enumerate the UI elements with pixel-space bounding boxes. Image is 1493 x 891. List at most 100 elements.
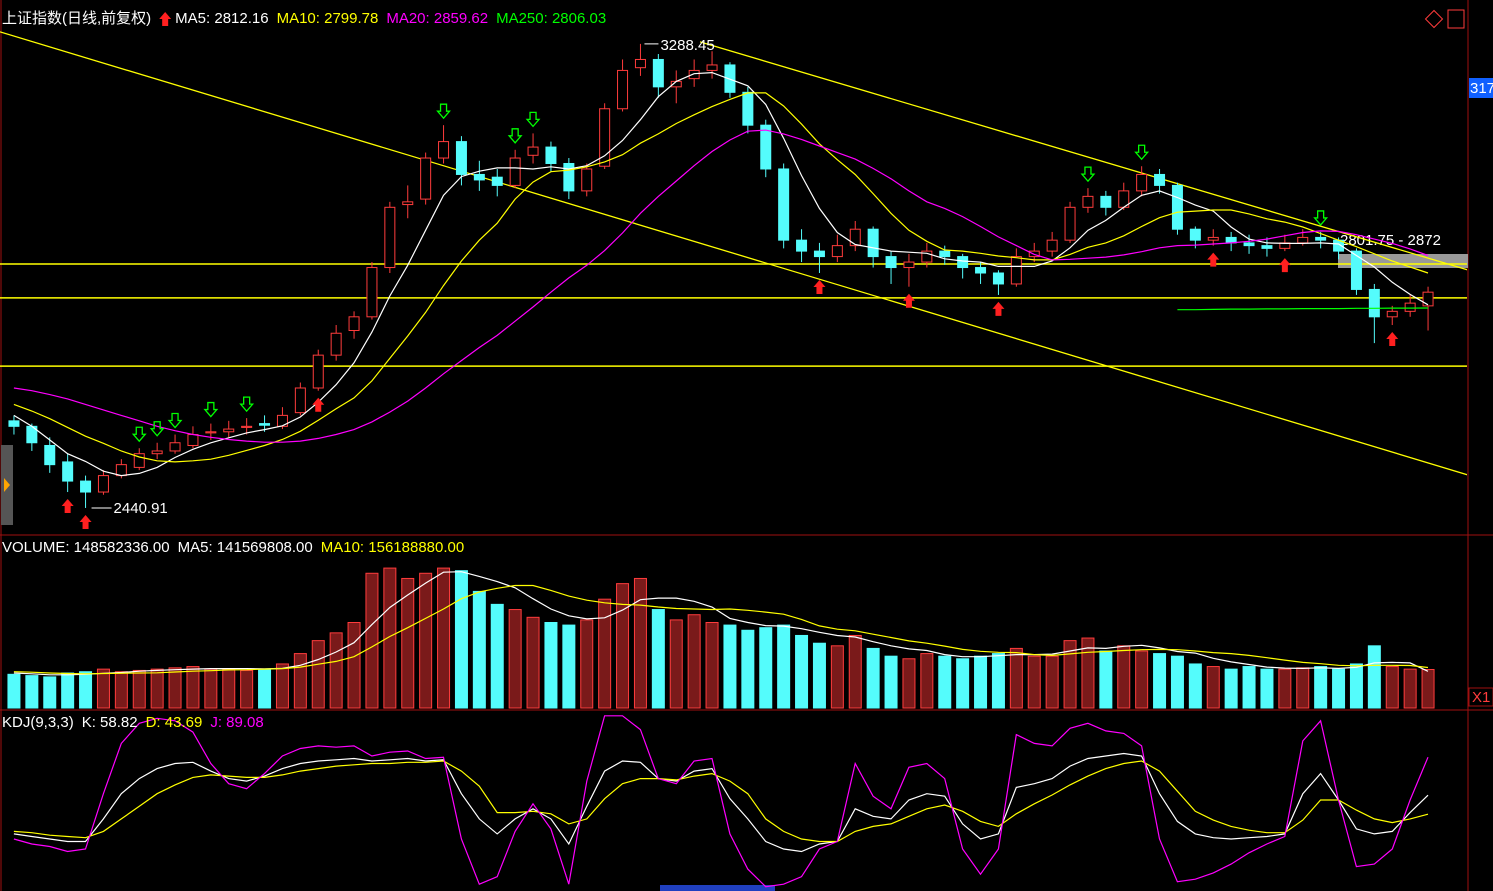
panel-title: 上证指数(日线,前复权) — [2, 9, 151, 27]
volume-bar — [7, 673, 21, 709]
volume-bar — [1224, 668, 1238, 709]
volume-bar — [1296, 667, 1310, 709]
volume-bar — [454, 570, 468, 709]
candle-body — [599, 108, 611, 167]
candle-body — [1261, 245, 1273, 249]
volume-bar — [365, 572, 379, 709]
volume-bar — [1242, 666, 1256, 709]
volume-bar — [275, 663, 289, 709]
sell-signal-arrow — [1134, 144, 1150, 161]
panel-title: KDJ(9,3,3) — [2, 714, 74, 731]
volume-bar — [884, 655, 898, 709]
candle-body — [294, 387, 306, 414]
volume-bar — [1349, 663, 1363, 709]
volume-bar — [651, 609, 665, 709]
window-icon[interactable] — [1424, 9, 1444, 29]
legend-entry: K: 58.82 — [82, 714, 138, 731]
candle-body — [8, 420, 20, 427]
scrollbar-thumb[interactable] — [660, 885, 775, 891]
buy-signal-arrow — [312, 397, 325, 412]
volume-bar — [544, 622, 558, 709]
buy-signal-arrow — [992, 301, 1005, 316]
buy-signal-arrow — [1386, 332, 1399, 347]
sell-signal-arrow — [239, 396, 255, 413]
volume-bar — [1045, 655, 1059, 709]
volume-bar — [186, 666, 200, 709]
volume-bar — [795, 634, 809, 709]
candle-body — [169, 442, 181, 452]
volume-bar — [526, 616, 540, 709]
volume-bar — [669, 619, 683, 709]
candle-body — [312, 354, 324, 389]
candle-body — [1368, 288, 1380, 318]
volume-bar — [258, 668, 272, 709]
sell-signal-arrow — [507, 128, 523, 144]
volume-bar — [1385, 666, 1399, 709]
volume-bar — [974, 655, 988, 709]
kdj-panel — [13, 715, 1429, 888]
volume-bar — [293, 653, 307, 709]
volume-bar — [222, 668, 236, 709]
candle-body — [527, 146, 539, 156]
candle-body — [1315, 236, 1327, 241]
candle-body — [796, 239, 808, 252]
legend-entry: J: 89.08 — [210, 714, 263, 731]
legend-entry: MA10: 2799.78 — [277, 10, 379, 27]
sell-signal-arrow — [131, 426, 147, 443]
candle-body — [939, 250, 951, 258]
candle-body — [366, 267, 378, 318]
legend-entry: MA250: 2806.03 — [496, 10, 606, 27]
buy-signal-arrow — [1207, 252, 1220, 267]
candle-body — [97, 475, 109, 493]
volume-bar — [61, 672, 75, 709]
volume-bar — [580, 619, 594, 709]
candle-body — [1100, 195, 1112, 208]
candle-body — [1207, 236, 1219, 241]
volume-bar — [1314, 666, 1328, 709]
candle-body — [617, 69, 629, 110]
sell-signal-arrow — [1080, 166, 1096, 183]
candle-body — [742, 91, 754, 126]
volume-bar — [1117, 645, 1131, 709]
volume-bar — [598, 598, 612, 709]
volume-bar — [723, 624, 737, 709]
candle-body — [133, 453, 145, 468]
candle-body — [1046, 239, 1058, 252]
volume-bar — [866, 647, 880, 709]
volume-bar — [43, 676, 57, 709]
candle-body — [1010, 256, 1022, 285]
volume-bar — [848, 634, 862, 709]
volume-bar — [1403, 668, 1417, 709]
volume-bar — [1188, 663, 1202, 709]
volume-bar — [920, 653, 934, 709]
panel-title: VOLUME: 148582336.00 — [2, 539, 170, 556]
volume-bar — [401, 577, 415, 709]
candle-body — [581, 168, 593, 192]
candle-body — [975, 267, 987, 274]
volume-bar — [1367, 645, 1381, 709]
window-icon[interactable] — [1447, 9, 1465, 29]
candle-body — [849, 228, 861, 247]
buy-signal-arrow — [61, 499, 74, 514]
volume-bar — [1135, 650, 1149, 709]
candle-body — [545, 146, 557, 165]
volume-bar — [938, 655, 952, 709]
candle-body — [706, 64, 718, 71]
volume-bar — [25, 675, 39, 709]
indicator-line — [13, 715, 1429, 888]
candle-body — [44, 444, 56, 466]
candle-body — [348, 316, 360, 332]
price-tag: 317 — [1470, 80, 1493, 97]
legend-entry: MA5: 141569808.00 — [178, 539, 313, 556]
volume-scale-label: X1 — [1472, 689, 1490, 706]
indicator-line — [1177, 307, 1429, 311]
volume-bar — [705, 622, 719, 709]
candle-body — [992, 272, 1004, 285]
buy-signal-arrow — [813, 280, 826, 295]
candle-body — [1350, 250, 1362, 290]
legend-entry: MA5: 2812.16 — [175, 10, 268, 27]
price-panel: 3288.45 2440.91 — [0, 31, 1467, 529]
candle-body — [1386, 310, 1398, 318]
